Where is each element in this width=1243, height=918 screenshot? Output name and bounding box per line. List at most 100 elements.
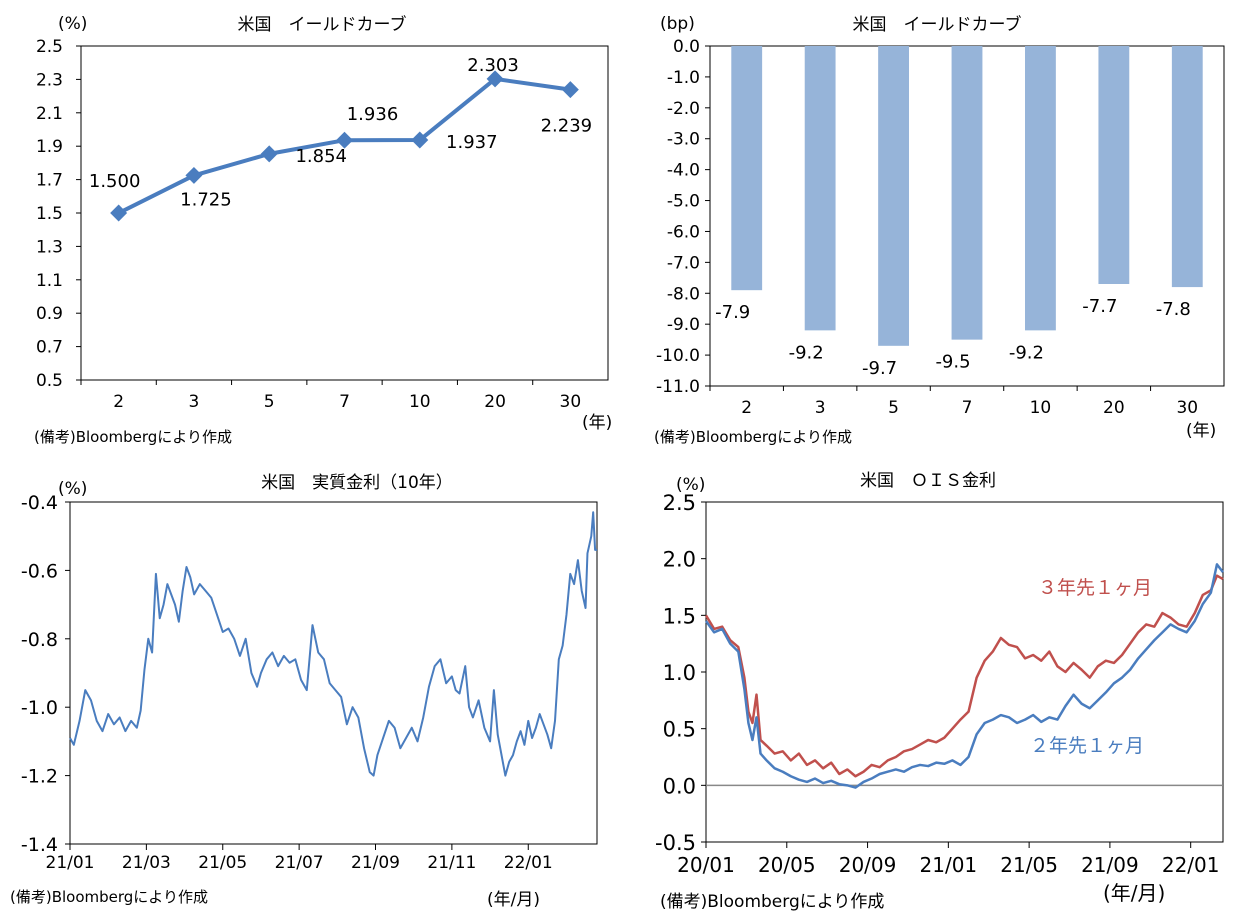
chart1-data-point	[561, 81, 579, 99]
chart3-plot-area	[69, 501, 598, 845]
chart1-ytick-label: 1.9	[36, 137, 63, 157]
chart-3-real-rate-line: 米国 実質金利（10年） (%) -0.4 -0.6 -0.8 -1.0 -1.2 -1.…	[10, 473, 598, 910]
chart1-ytick-label: 0.9	[36, 304, 63, 324]
chart1-data-label: 1.854	[295, 146, 347, 167]
chart1-data-point	[185, 166, 203, 184]
chart2-y-unit: (bp)	[660, 14, 695, 34]
chart1-data-point	[486, 70, 504, 88]
chart1-data-label: 1.500	[89, 171, 141, 192]
chart3-xtick-label: 21/09	[351, 853, 400, 873]
chart3-xtick-label: 21/03	[122, 853, 171, 873]
chart3-y-unit: (%)	[58, 479, 87, 499]
chart4-ytick-label: -0.5	[655, 831, 696, 855]
chart2-ytick-label: -11.0	[656, 377, 700, 397]
chart1-data-label: 2.303	[467, 55, 519, 76]
chart2-data-label: -7.8	[1156, 299, 1191, 320]
chart4-xtick-label: 21/09	[1081, 853, 1139, 877]
chart2-note: (備考)Bloombergにより作成	[654, 428, 852, 446]
chart1-data-point	[411, 131, 429, 149]
chart1-data-label: 2.239	[541, 116, 593, 137]
chart3-ytick-label: -1.0	[21, 697, 58, 719]
chart1-ytick-label: 2.3	[36, 70, 63, 90]
chart1-ytick-label: 0.5	[36, 371, 63, 391]
chart2-bar	[1171, 46, 1203, 288]
chart1-xtick-label: 20	[484, 392, 506, 412]
chart4-ytick-label: 2.0	[663, 548, 696, 572]
chart1-xtick-label: 5	[264, 392, 275, 412]
chart2-data-label: -7.7	[1082, 296, 1117, 317]
chart1-xtick-label: 3	[189, 392, 200, 412]
chart2-ytick-label: -2.0	[667, 99, 700, 119]
chart1-xtick-label: 2	[113, 392, 124, 412]
chart3-series-line	[69, 511, 597, 777]
chart2-xtick-label: 2	[741, 398, 752, 418]
chart4-xtick-label: 21/01	[920, 853, 978, 877]
chart3-note: (備考)Bloombergにより作成	[10, 888, 208, 906]
chart3-ytick-label: -0.4	[21, 492, 58, 514]
chart-2-yield-change-bar: 米国 イールドカーブ (bp) 0.0 -1.0 -2.0 -3.0 -4.0 -5.0 -…	[654, 14, 1225, 446]
chart1-xtick-label: 10	[409, 392, 431, 412]
chart4-xtick-label: 22/01	[1162, 853, 1220, 877]
chart4-ytick-label: 0.0	[663, 774, 696, 798]
chart1-title: 米国 イールドカーブ	[238, 14, 407, 35]
chart3-xtick-label: 21/11	[427, 853, 476, 873]
chart2-ytick-label: -6.0	[667, 222, 700, 242]
chart1-ytick-label: 2.5	[36, 37, 63, 57]
chart3-title: 米国 実質金利（10年）	[261, 473, 453, 493]
chart4-xtick-label: 20/09	[839, 853, 897, 877]
chart4-series-line	[704, 563, 1224, 789]
chart2-data-label: -9.5	[935, 352, 970, 373]
chart1-data-label: 1.937	[446, 132, 498, 153]
chart4-title: 米国 ＯＩＳ金利	[860, 471, 996, 491]
chart4-x-unit: (年/月)	[1103, 881, 1165, 905]
chart2-ytick-label: -4.0	[667, 161, 700, 181]
chart3-xtick-label: 21/05	[198, 853, 247, 873]
chart4-series-line	[704, 574, 1224, 778]
chart2-bar	[804, 46, 836, 331]
chart2-data-label: -7.9	[715, 302, 750, 323]
chart2-xtick-label: 7	[962, 398, 973, 418]
chart4-y-unit: (%)	[676, 475, 705, 495]
chart2-bar	[731, 46, 763, 291]
chart4-ytick-label: 1.5	[663, 604, 696, 628]
chart1-xtick-label: 7	[339, 392, 350, 412]
chart3-ytick-label: -1.2	[21, 766, 58, 788]
chart2-bar	[1098, 46, 1130, 284]
chart2-ytick-label: -10.0	[656, 346, 700, 366]
chart1-xtick-label: 30	[560, 392, 582, 412]
chart1-ytick-label: 1.1	[36, 271, 63, 291]
chart2-xtick-label: 10	[1030, 398, 1052, 418]
chart4-xtick-label: 21/05	[1000, 853, 1058, 877]
chart2-x-unit: (年)	[1186, 421, 1216, 441]
chart1-plot-area	[80, 45, 609, 381]
chart1-data-point	[260, 145, 278, 163]
chart1-ytick-label: 1.7	[36, 171, 63, 191]
chart2-data-label: -9.2	[789, 342, 824, 363]
chart2-title: 米国 イールドカーブ	[853, 14, 1022, 35]
chart2-ytick-label: 0.0	[673, 37, 700, 57]
chart2-ytick-label: -7.0	[667, 253, 700, 273]
chart3-x-unit: (年/月)	[487, 890, 540, 910]
chart4-legend-label: ３年先１ヶ月	[1038, 577, 1152, 599]
chart2-xtick-label: 20	[1103, 398, 1125, 418]
chart4-legend-label: ２年先１ヶ月	[1030, 735, 1144, 757]
chart2-ytick-label: -8.0	[667, 284, 700, 304]
chart4-ytick-label: 2.5	[663, 491, 696, 515]
chart-4-ois-rate-line: 米国 ＯＩＳ金利 (%) 2.5 2.0 1.5 1.0 0.5 0.0 -0.5 20/0…	[655, 471, 1224, 912]
chart2-ytick-label: -1.0	[667, 68, 700, 88]
chart3-xtick-label: 21/07	[275, 853, 324, 873]
chart3-ytick-label: -0.8	[21, 629, 58, 651]
chart1-ytick-label: 1.3	[36, 237, 63, 257]
chart4-ytick-label: 0.5	[663, 718, 696, 742]
chart1-x-unit: (年)	[582, 413, 612, 433]
chart4-xtick-label: 20/05	[758, 853, 816, 877]
chart3-ytick-label: -0.6	[21, 560, 58, 582]
chart1-data-label: 1.725	[180, 189, 232, 210]
chart1-data-point	[110, 204, 128, 222]
chart1-ytick-label: 0.7	[36, 338, 63, 358]
chart4-note: (備考)Bloombergにより作成	[660, 892, 884, 912]
chart1-data-label: 1.936	[347, 104, 399, 125]
chart2-data-label: -9.2	[1009, 342, 1044, 363]
chart2-ytick-label: -5.0	[667, 192, 700, 212]
